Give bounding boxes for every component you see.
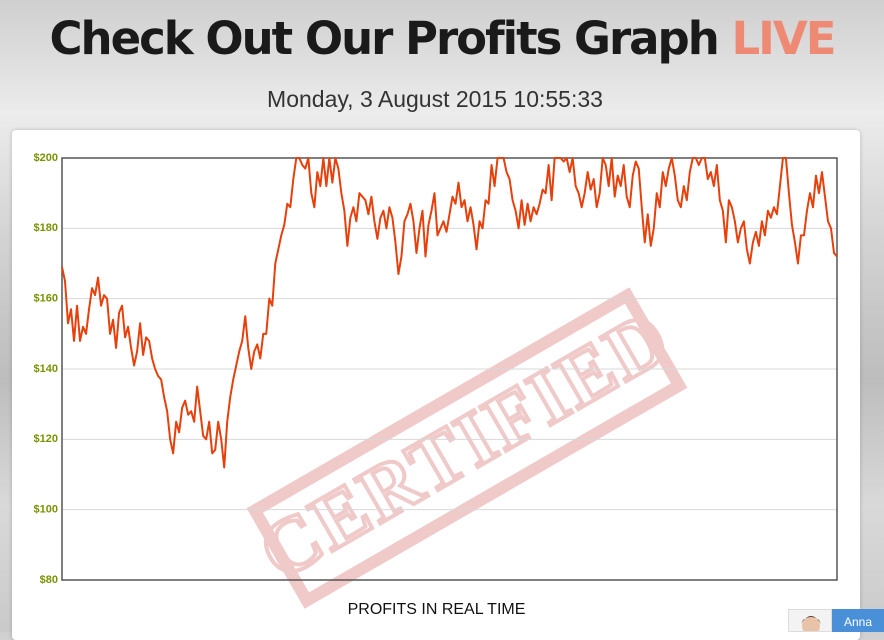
stamp-border — [246, 287, 688, 609]
chart-panel: CERTIFIED $80 $100 $120 $140 $160 $180 $200 PROF… — [12, 130, 860, 640]
y-tick-label: $80 — [40, 574, 58, 586]
y-tick-label: $140 — [34, 363, 58, 375]
plot-border — [61, 157, 838, 581]
y-tick-label: $120 — [34, 433, 58, 445]
chat-widget[interactable]: Anna — [788, 609, 884, 635]
chat-agent-name[interactable]: Anna — [832, 609, 884, 632]
title-text: Check Out Our Profits Graph — [49, 12, 720, 65]
y-tick-label: $160 — [34, 293, 58, 305]
y-tick-label: $180 — [34, 222, 58, 234]
stamp-text: CERTIFIED — [245, 292, 685, 596]
y-tick-label: $100 — [34, 504, 58, 516]
date-time: Monday, 3 August 2015 10:55:33 — [267, 86, 603, 112]
chart: CERTIFIED $80 $100 $120 $140 $160 $180 $200 PROF… — [34, 152, 838, 618]
profit-line — [61, 157, 838, 469]
page-title: Check Out Our Profits Graph LIVE — [0, 12, 884, 65]
certified-stamp: CERTIFIED — [243, 287, 688, 609]
title-highlight: LIVE — [731, 12, 836, 65]
x-axis-label: PROFITS IN REAL TIME — [348, 601, 526, 618]
avatar-icon — [801, 616, 821, 635]
chat-avatar[interactable] — [788, 609, 832, 635]
y-tick-label: $200 — [34, 152, 58, 164]
